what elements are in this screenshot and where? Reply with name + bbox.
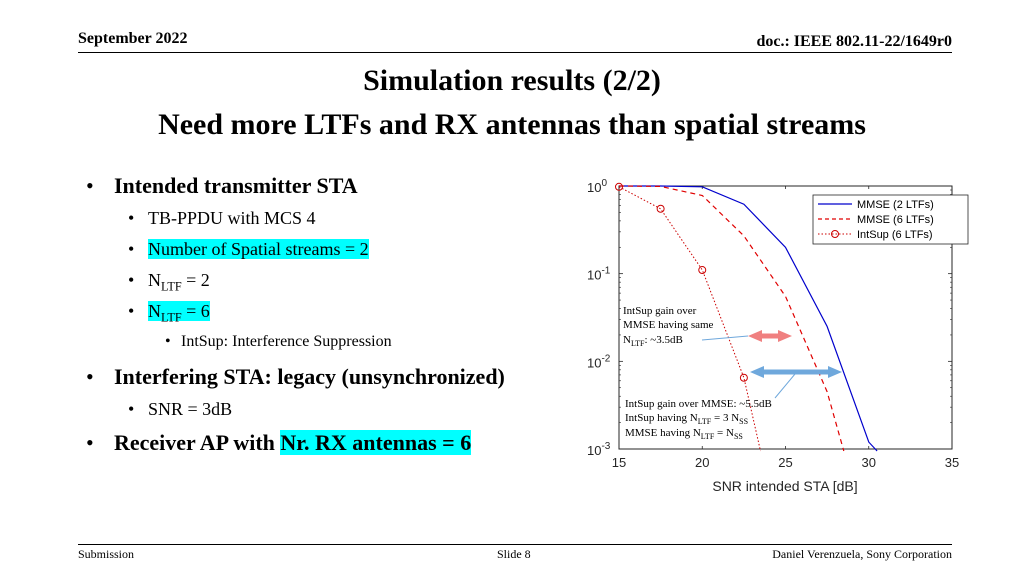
- header-doc-id: doc.: IEEE 802.11-22/1649r0: [756, 33, 952, 50]
- bullet-dot: •: [86, 173, 94, 198]
- legend-label-mmse2: MMSE (2 LTFs): [857, 199, 934, 211]
- svg-text:IntSup gain over MMSE: ~5.5dB: IntSup gain over MMSE: ~5.5dB: [625, 398, 772, 410]
- bullet-dot: •: [86, 430, 94, 455]
- series-mmse-2-ltfs-line: [619, 185, 878, 452]
- annotation-arrow-red: [748, 330, 792, 342]
- bullet-intsup-definition: • IntSup: Interference Suppression: [165, 333, 392, 350]
- bullet-interfering-sta: • Interfering STA: legacy (unsynchronized…: [86, 364, 505, 389]
- y-tick-label: 10-3: [587, 441, 611, 458]
- slide-title: Simulation results (2/2): [363, 64, 661, 97]
- annotation-pointer-blue: [774, 373, 796, 399]
- x-tick-label: 20: [695, 455, 709, 470]
- x-tick-label: 35: [945, 455, 959, 470]
- intsup-data-point: [656, 204, 665, 213]
- intsup-data-point: [698, 266, 707, 275]
- annotation-arrow-blue: [750, 366, 842, 378]
- svg-text:NLTF: ~3.5dB: NLTF: ~3.5dB: [623, 334, 683, 348]
- bullet-dot: •: [86, 364, 94, 389]
- bullet-dot: •: [128, 208, 135, 228]
- bullet-nltf-2: • NLTF = 2: [128, 270, 210, 294]
- legend: MMSE (2 LTFs) MMSE (6 LTFs) IntSup (6 LT…: [812, 194, 969, 245]
- annotation-pointer-red: [701, 335, 749, 341]
- x-tick-label: 25: [778, 455, 792, 470]
- bullet-dot: •: [165, 333, 171, 350]
- footer-submission: Submission: [78, 547, 135, 561]
- svg-text:IntSup gain over: IntSup gain over: [623, 305, 697, 317]
- x-tick-label: 15: [612, 455, 626, 470]
- bullet-nltf-6: • NLTF = 6: [128, 301, 210, 325]
- legend-label-mmse6: MMSE (6 LTFs): [857, 214, 934, 226]
- bullet-dot: •: [128, 301, 135, 321]
- legend-label-intsup: IntSup (6 LTFs): [857, 229, 933, 241]
- slide-subtitle: Need more LTFs and RX antennas than spat…: [158, 108, 866, 141]
- svg-text:IntSup having NLTF = 3 NSS: IntSup having NLTF = 3 NSS: [625, 412, 748, 426]
- intsup-data-point: [615, 182, 623, 191]
- bullet-spatial-streams: • Number of Spatial streams = 2: [128, 239, 369, 259]
- footer-slide-number: Slide 8: [497, 547, 531, 561]
- x-tick-label: 30: [862, 455, 876, 470]
- bullet-receiver-ap: • Receiver AP with Nr. RX antennas = 6: [86, 430, 472, 455]
- footer-divider: [78, 544, 952, 545]
- annotation-gain-same-nltf: IntSup gain over MMSE having same NLTF: …: [623, 305, 714, 348]
- bullet-dot: •: [128, 399, 135, 419]
- series-layer: [615, 182, 878, 452]
- footer-author: Daniel Verenzuela, Sony Corporation: [772, 547, 952, 561]
- svg-text:MMSE having NLTF = NSS: MMSE having NLTF = NSS: [625, 427, 743, 441]
- bullet-intended-transmitter: • Intended transmitter STA: [86, 173, 358, 198]
- bullet-tb-ppdu: • TB-PPDU with MCS 4: [128, 208, 316, 228]
- header-divider: [78, 52, 952, 53]
- series-mmse-6-ltfs-line: [618, 185, 845, 452]
- axis-ticks: 15 20 25 30 35 100 10-1 10-2 10-3: [587, 178, 959, 470]
- legend-marker-intsup: [831, 230, 839, 238]
- intsup-data-point: [739, 373, 748, 382]
- y-tick-label: 10-2: [587, 353, 611, 370]
- bullet-snr: • SNR = 3dB: [128, 399, 233, 419]
- bullet-dot: •: [128, 270, 135, 290]
- x-axis-label: SNR intended STA [dB]: [712, 478, 857, 494]
- legend-box: [812, 194, 969, 245]
- svg-text:MMSE having same: MMSE having same: [623, 319, 714, 331]
- y-tick-label: 10-1: [587, 266, 611, 283]
- bullet-dot: •: [128, 239, 135, 259]
- header-date: September 2022: [78, 30, 188, 47]
- y-tick-label: 100: [587, 178, 607, 195]
- annotation-gain-over-mmse: IntSup gain over MMSE: ~5.5dB IntSup hav…: [625, 398, 772, 441]
